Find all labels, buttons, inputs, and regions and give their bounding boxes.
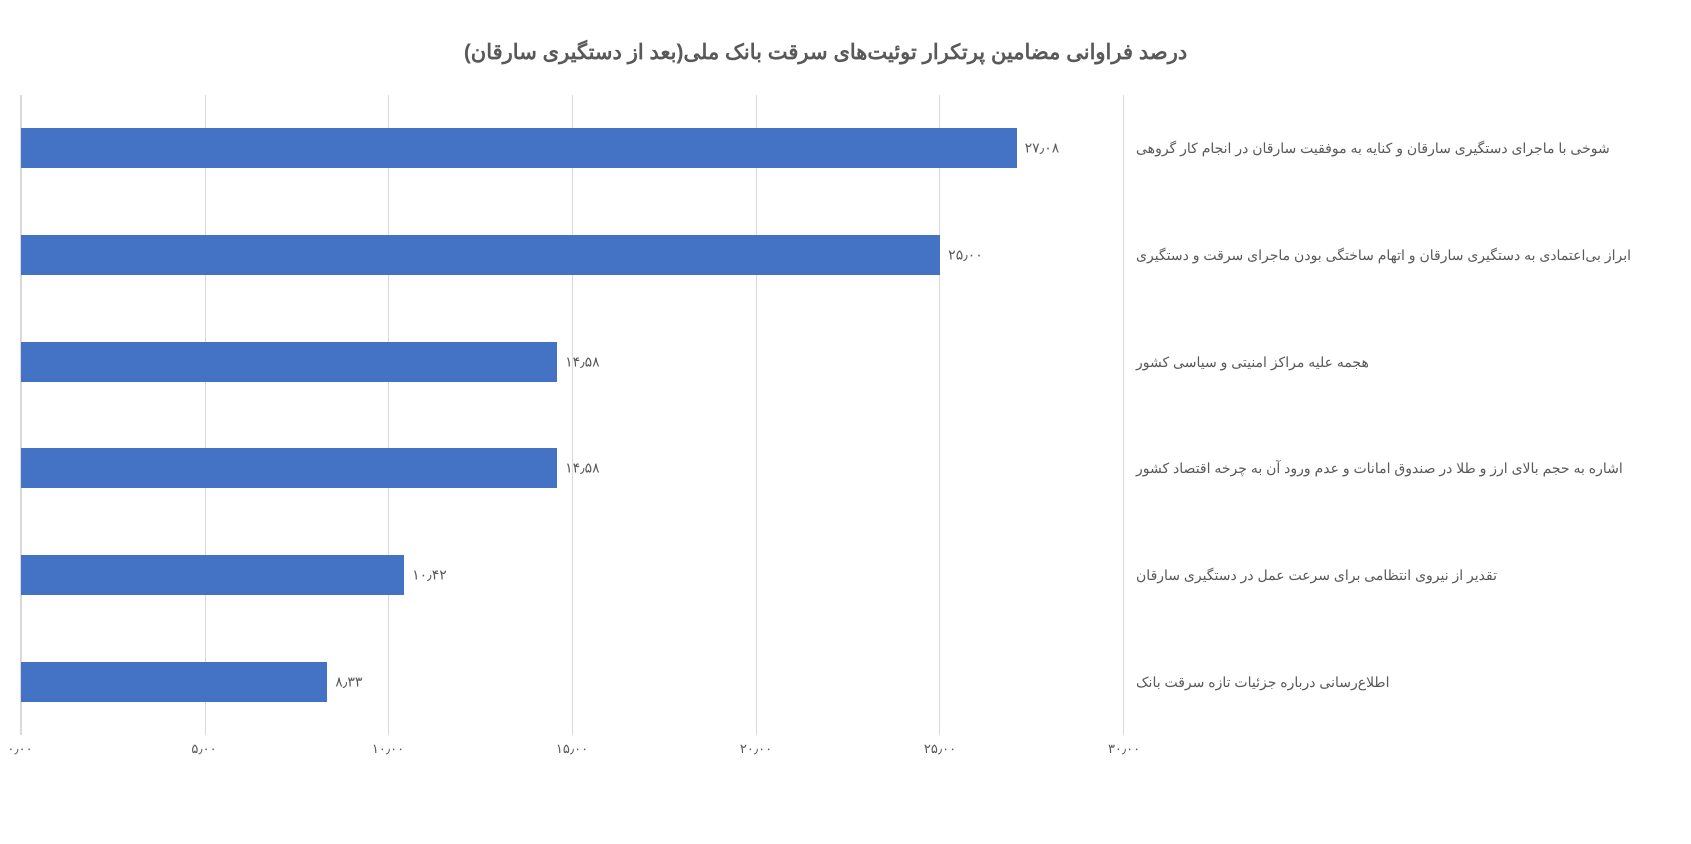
bar bbox=[21, 128, 1017, 168]
y-axis-label: اطلاع‌رسانی درباره جزئیات تازه سرقت بانک bbox=[1136, 673, 1631, 691]
x-axis-tick: ۱۵٫۰۰ bbox=[556, 741, 588, 757]
bar bbox=[21, 235, 940, 275]
x-axis-tick: ۲۵٫۰۰ bbox=[924, 741, 956, 757]
y-axis-label: اشاره به حجم بالای ارز و طلا در صندوق ام… bbox=[1136, 459, 1631, 477]
y-axis-label: شوخی با ماجرای دستگیری سارقان و کنایه به… bbox=[1136, 139, 1631, 157]
bar-row: ۱۰٫۴۲ bbox=[21, 555, 1124, 595]
x-axis-tick: ۳۰٫۰۰ bbox=[1108, 741, 1140, 757]
bar-row: ۱۴٫۵۸ bbox=[21, 342, 1124, 382]
bar-value-label: ۲۵٫۰۰ bbox=[948, 246, 983, 263]
y-axis-label: تقدیر از نیروی انتظامی برای سرعت عمل در … bbox=[1136, 566, 1631, 584]
bar-value-label: ۲۷٫۰۸ bbox=[1025, 140, 1060, 157]
chart-container: درصد فراوانی مضامین پرتکرار توئیت‌های سر… bbox=[0, 20, 1671, 824]
plot-area: شوخی با ماجرای دستگیری سارقان و کنایه به… bbox=[20, 95, 1631, 735]
x-axis-tick: ۰٫۰۰ bbox=[7, 741, 32, 757]
bar-value-label: ۱۴٫۵۸ bbox=[565, 353, 600, 370]
bar-row: ۸٫۳۳ bbox=[21, 662, 1124, 702]
x-axis-tick: ۲۰٫۰۰ bbox=[740, 741, 772, 757]
x-axis: ۰٫۰۰۵٫۰۰۱۰٫۰۰۱۵٫۰۰۲۰٫۰۰۲۵٫۰۰۳۰٫۰۰ bbox=[20, 741, 1631, 761]
x-axis-ticks: ۰٫۰۰۵٫۰۰۱۰٫۰۰۱۵٫۰۰۲۰٫۰۰۲۵٫۰۰۳۰٫۰۰ bbox=[20, 741, 1124, 761]
x-axis-tick: ۱۰٫۰۰ bbox=[372, 741, 404, 757]
bar-row: ۲۷٫۰۸ bbox=[21, 128, 1124, 168]
bars: ۲۷٫۰۸ ۲۵٫۰۰ ۱۴٫۵۸ ۱۴٫۵۸ ۱۰٫۴۲ ۸٫۳۳ bbox=[21, 95, 1124, 735]
bar bbox=[21, 662, 327, 702]
bar-row: ۲۵٫۰۰ bbox=[21, 235, 1124, 275]
x-axis-tick: ۵٫۰۰ bbox=[191, 741, 216, 757]
x-axis-spacer bbox=[1124, 741, 1631, 761]
bar-value-label: ۱۰٫۴۲ bbox=[412, 566, 447, 583]
chart-title: درصد فراوانی مضامین پرتکرار توئیت‌های سر… bbox=[20, 40, 1631, 65]
y-axis-label: ابراز بی‌اعتمادی به دستگیری سارقان و اته… bbox=[1136, 246, 1631, 264]
bar bbox=[21, 555, 404, 595]
bar-value-label: ۱۴٫۵۸ bbox=[565, 460, 600, 477]
y-axis-labels: شوخی با ماجرای دستگیری سارقان و کنایه به… bbox=[1124, 95, 1631, 735]
bar-row: ۱۴٫۵۸ bbox=[21, 448, 1124, 488]
bar-value-label: ۸٫۳۳ bbox=[335, 673, 362, 690]
y-axis-label: هجمه علیه مراکز امنیتی و سیاسی کشور bbox=[1136, 353, 1631, 371]
bar bbox=[21, 342, 557, 382]
bars-region: ۲۷٫۰۸ ۲۵٫۰۰ ۱۴٫۵۸ ۱۴٫۵۸ ۱۰٫۴۲ ۸٫۳۳ bbox=[20, 95, 1124, 735]
bar bbox=[21, 448, 557, 488]
